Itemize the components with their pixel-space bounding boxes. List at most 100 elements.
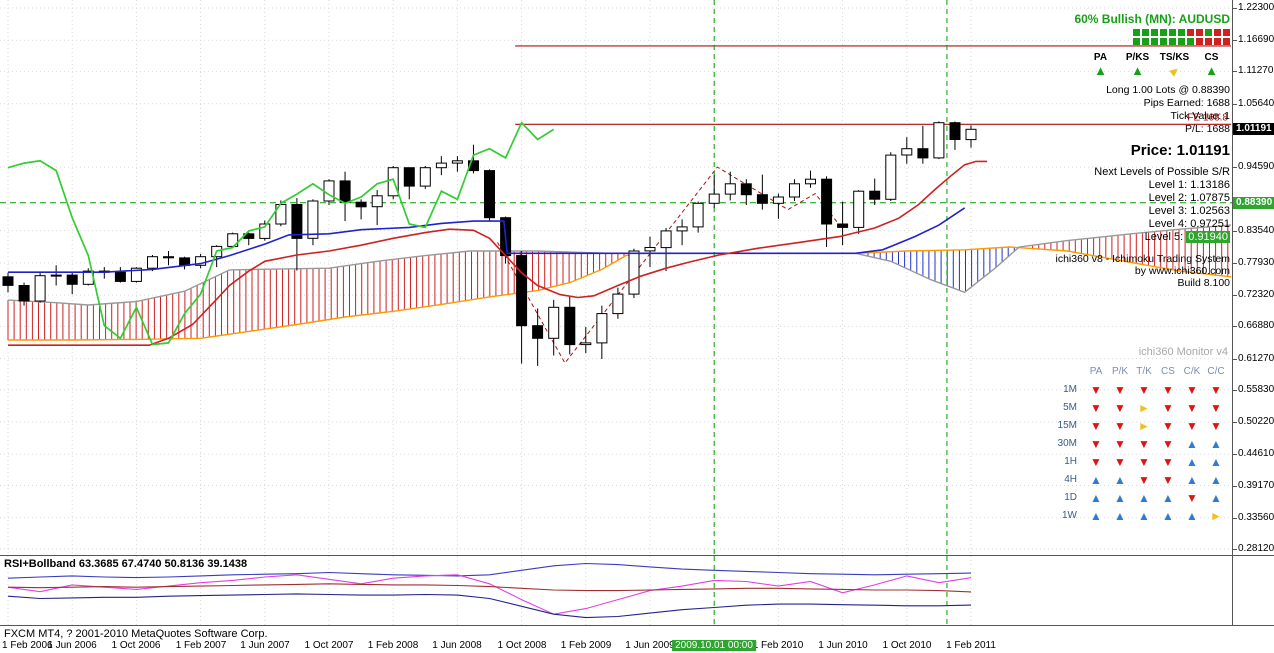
candle-body	[259, 223, 271, 239]
price-chart-canvas[interactable]: FE 168.8	[0, 0, 1232, 555]
price-axis-label: 0.50220	[1231, 416, 1274, 427]
bullish-square-icon	[1142, 38, 1149, 45]
sr-level-5: Level 5: 0.91940	[950, 231, 1230, 244]
monitor-timeframe-label: 1W	[1062, 510, 1077, 521]
current-price-readout: Price: 1.01191	[1130, 142, 1230, 159]
candle-body	[901, 148, 913, 156]
candle-body	[484, 170, 495, 219]
up-arrow-icon: ▲	[1090, 491, 1102, 505]
candle-body	[66, 274, 78, 285]
candle-body	[179, 257, 191, 266]
candle-body	[371, 195, 383, 208]
price-axis-label: 0.28120	[1231, 543, 1274, 554]
sr-levels-title: Next Levels of Possible S/R	[1094, 166, 1230, 178]
up-arrow-icon: ▲	[1138, 509, 1150, 523]
flat-arrow-icon: ►	[1210, 509, 1222, 523]
down-arrow-icon: ▼	[1162, 437, 1174, 451]
bearish-square-icon	[1223, 29, 1230, 36]
fib-expansion-label: FE 168.8	[1187, 112, 1228, 123]
up-arrow-icon: ▲	[1210, 437, 1222, 451]
kijun-line	[8, 207, 966, 273]
candle-body	[628, 250, 640, 295]
ichimoku-status-arrow: ▲	[1082, 64, 1119, 78]
signal-history-row-2	[950, 38, 1230, 45]
bb-upper-line	[7, 562, 972, 579]
price-axis-label: 0.44610	[1231, 448, 1274, 459]
down-arrow-icon: ▼	[1138, 383, 1150, 397]
up-arrow-icon: ▲	[1186, 455, 1198, 469]
ichi360-monitor-panel: ichi360 Monitor v4 PA P/K T/K CS C/K C/C 1M ▼ ▼ ▼…	[1048, 346, 1228, 525]
up-arrow-icon: ▲	[1114, 491, 1126, 505]
candle-body	[532, 325, 544, 339]
up-arrow-icon: ▲	[1205, 63, 1218, 78]
down-arrow-icon: ▼	[1114, 383, 1126, 397]
price-axis-border	[1232, 0, 1233, 625]
down-arrow-icon: ▼	[1114, 455, 1126, 469]
candle-body	[596, 313, 608, 344]
rsi-panel-canvas[interactable]	[0, 556, 1232, 625]
candle-body	[692, 202, 704, 228]
time-axis-label: 1 Oct 2008	[497, 640, 547, 651]
candle-body	[756, 194, 768, 204]
candle-body	[805, 178, 816, 185]
up-arrow-icon: ▲	[1138, 491, 1150, 505]
tick-value-info: Tick Value: 1	[1170, 110, 1230, 122]
candle-body	[147, 256, 158, 269]
flat-arrow-icon: ►	[1164, 60, 1184, 81]
sr-level-5-label: Level 5:	[1144, 231, 1184, 243]
down-arrow-icon: ▼	[1186, 419, 1198, 433]
price-axis-label: 0.77930	[1231, 257, 1274, 268]
up-arrow-icon: ▲	[1210, 455, 1222, 469]
candle-body	[403, 167, 415, 187]
candle-body	[387, 167, 399, 197]
sr-level-5-value: 0.91940	[1186, 231, 1230, 243]
time-axis-label: 1 Oct 2006	[111, 640, 161, 651]
monitor-timeframe-label: 1M	[1063, 384, 1077, 395]
time-axis-label: 1 Feb 2011	[946, 640, 996, 651]
candle-body	[933, 122, 945, 159]
sr-level: Level 2: 1.07875	[1148, 192, 1230, 204]
up-arrow-icon: ▲	[1162, 509, 1174, 523]
panel-separator[interactable]	[0, 555, 1274, 556]
bullish-square-icon	[1151, 29, 1158, 36]
bearish-square-icon	[1214, 38, 1221, 45]
time-axis-label: 1 Oct 2010	[882, 640, 932, 651]
candle-body	[789, 183, 800, 198]
candle-body	[50, 274, 62, 277]
candle-body	[34, 275, 46, 302]
bullish-square-icon	[1133, 38, 1140, 45]
monitor-column-header: C/C	[1207, 366, 1225, 377]
time-axis-label: 1 Feb 2010	[752, 640, 804, 651]
down-arrow-icon: ▼	[1162, 455, 1174, 469]
monitor-column-header: C/K	[1183, 366, 1201, 377]
candle-body	[740, 183, 752, 196]
down-arrow-icon: ▼	[1138, 455, 1150, 469]
down-arrow-icon: ▼	[1186, 383, 1198, 397]
down-arrow-icon: ▼	[1090, 383, 1102, 397]
bullish-square-icon	[1160, 29, 1167, 36]
down-arrow-icon: ▼	[1090, 401, 1102, 415]
down-arrow-icon: ▼	[1186, 401, 1198, 415]
candle-body	[163, 256, 174, 259]
time-axis-label: 1 Feb 2006	[2, 640, 53, 651]
time-axis-label: 1 Feb 2008	[367, 640, 419, 651]
up-arrow-icon: ▲	[1094, 63, 1107, 78]
candle-body	[660, 230, 672, 249]
candle-body	[355, 201, 367, 208]
up-arrow-icon: ▲	[1090, 509, 1102, 523]
sr-levels-list: Level 1: 1.13186 Level 2: 1.07875 Level 3:…	[950, 179, 1230, 231]
monitor-column-header: T/K	[1136, 366, 1152, 377]
up-arrow-icon: ▲	[1186, 437, 1198, 451]
price-axis-label: 1.16690	[1231, 34, 1274, 45]
ichimoku-status-arrows: ▲ ▲ ► ▲	[950, 60, 1230, 81]
down-arrow-icon: ▼	[1138, 473, 1150, 487]
open-position-info: Long 1.00 Lots @ 0.88390	[1106, 84, 1230, 96]
bullish-square-icon	[1133, 29, 1140, 36]
time-axis-label: 1 Jun 2009	[625, 640, 675, 651]
sr-level: Level 4: 0.97251	[1148, 218, 1230, 230]
sr-level: Level 3: 1.02563	[1148, 205, 1230, 217]
price-axis-label: 0.55830	[1231, 384, 1274, 395]
down-arrow-icon: ▼	[1114, 401, 1126, 415]
candle-body	[965, 128, 977, 141]
bullish-square-icon	[1178, 38, 1185, 45]
